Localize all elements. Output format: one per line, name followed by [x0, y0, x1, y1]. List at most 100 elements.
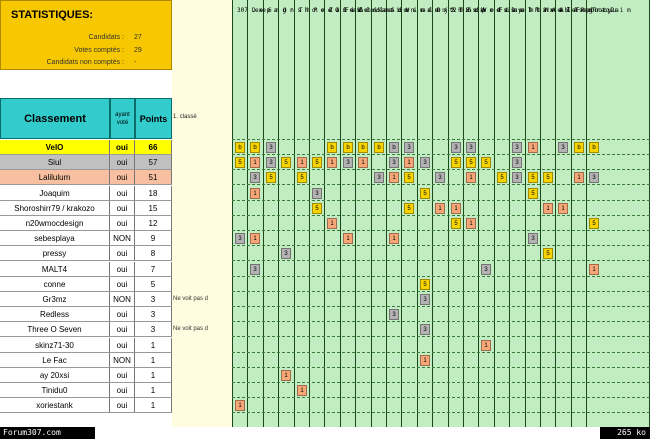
score-cell[interactable]: b	[574, 142, 584, 153]
score-cell[interactable]: 1	[466, 172, 476, 183]
score-cell[interactable]: 3	[266, 157, 276, 168]
player-column-header[interactable]: 6 n g r	[268, 7, 293, 15]
score-cell[interactable]: 1	[420, 355, 430, 366]
player-column-header[interactable]: J o q u i m	[591, 7, 631, 15]
player-column-header[interactable]: Z i l i r e d l u	[329, 7, 390, 15]
score-cell[interactable]: 3	[420, 324, 430, 335]
score-cell[interactable]: 5	[451, 218, 461, 229]
player-column-header[interactable]: h o n n e u r P e n t i	[530, 7, 613, 14]
player-column-header[interactable]: V e t t e	[483, 7, 516, 15]
score-cell[interactable]: 5	[543, 248, 553, 259]
score-cell[interactable]: 3	[512, 157, 522, 168]
player-column-header[interactable]: F a b l	[345, 7, 370, 15]
table-row[interactable]: skinz71-30 oui 1	[0, 338, 172, 353]
table-row[interactable]: Joaquim oui 18	[0, 186, 172, 201]
classement-header[interactable]: Classement	[0, 98, 110, 139]
score-cell[interactable]: 3	[250, 172, 260, 183]
score-cell[interactable]: 1	[250, 188, 260, 199]
voted-header[interactable]: ayant voté	[110, 98, 135, 139]
score-cell[interactable]: b	[327, 142, 337, 153]
player-column-header[interactable]: F a b	[576, 7, 594, 14]
score-cell[interactable]: 5	[543, 172, 553, 183]
score-cell[interactable]: 1	[589, 264, 599, 275]
score-cell[interactable]: 1	[574, 172, 584, 183]
score-cell[interactable]: 1	[404, 157, 414, 168]
score-cell[interactable]: 1	[297, 157, 307, 168]
score-cell[interactable]: 1	[389, 172, 399, 183]
score-cell[interactable]: 5	[297, 172, 307, 183]
score-cell[interactable]: 1	[358, 157, 368, 168]
player-column-header[interactable]: F i n a l M i x	[499, 7, 553, 15]
score-cell[interactable]: b	[589, 142, 599, 153]
score-cell[interactable]: 3	[589, 172, 599, 183]
player-column-header[interactable]: A l l e g r o 2	[560, 7, 614, 15]
score-cell[interactable]: b	[374, 142, 384, 153]
player-column-header[interactable]: M A L T e	[545, 7, 578, 15]
player-column-header[interactable]: D e p a	[252, 7, 277, 15]
score-cell[interactable]: 1	[250, 157, 260, 168]
score-cell[interactable]: 1	[327, 157, 337, 168]
score-cell[interactable]: 5	[481, 157, 491, 168]
table-row[interactable]: Le Fac NON 1	[0, 353, 172, 368]
score-cell[interactable]: 5	[420, 188, 430, 199]
score-cell[interactable]: 1	[281, 370, 291, 381]
score-cell[interactable]: 3	[389, 157, 399, 168]
player-column-header[interactable]: l n v a s i o n	[360, 7, 414, 15]
score-cell[interactable]: b	[235, 142, 245, 153]
score-cell[interactable]: 5	[528, 172, 538, 183]
score-cell[interactable]: 1	[543, 203, 553, 214]
table-row[interactable]: xoriestank oui 1	[0, 398, 172, 413]
score-cell[interactable]: 3	[404, 142, 414, 153]
score-cell[interactable]: 5	[589, 218, 599, 229]
score-cell[interactable]: 5	[312, 203, 322, 214]
score-cell[interactable]: 3	[420, 157, 430, 168]
score-cell[interactable]: 5	[235, 157, 245, 168]
score-cell[interactable]: 5	[404, 203, 414, 214]
player-column-header[interactable]: O n s h o	[283, 7, 316, 15]
score-cell[interactable]: 1	[343, 233, 353, 244]
table-row[interactable]: Three O Seven oui 3	[0, 322, 172, 337]
table-row[interactable]: ay 20xsi oui 1	[0, 368, 172, 383]
table-row[interactable]: Gr3mz NON 3	[0, 292, 172, 307]
score-cell[interactable]: 1	[327, 218, 337, 229]
score-cell[interactable]: 5	[266, 172, 276, 183]
table-row[interactable]: MALT4 oui 7	[0, 262, 172, 277]
score-cell[interactable]: 3	[374, 172, 384, 183]
player-column-header[interactable]: d a s d e	[376, 7, 409, 15]
score-cell[interactable]: 3	[512, 172, 522, 183]
score-cell[interactable]: 3	[451, 142, 461, 153]
score-cell[interactable]: 1	[389, 233, 399, 244]
score-cell[interactable]: 1	[558, 203, 568, 214]
score-cell[interactable]: 1	[466, 218, 476, 229]
player-column-header[interactable]: D j S T E v e	[437, 7, 484, 15]
score-cell[interactable]: 3	[235, 233, 245, 244]
table-row[interactable]: sebesplaya NON 9	[0, 231, 172, 246]
score-cell[interactable]: 3	[266, 142, 276, 153]
player-column-header[interactable]: R e d w i n e	[314, 7, 361, 15]
score-cell[interactable]: 5	[497, 172, 507, 183]
player-column-header[interactable]: s e b l a s e b e s p l a y a	[514, 7, 619, 15]
player-column-header[interactable]: S c h e d u l e	[468, 7, 522, 15]
score-cell[interactable]: b	[343, 142, 353, 153]
score-cell[interactable]: 1	[250, 233, 260, 244]
score-cell[interactable]: 3	[558, 142, 568, 153]
score-cell[interactable]: 1	[435, 203, 445, 214]
score-cell[interactable]: 3	[466, 142, 476, 153]
table-row[interactable]: Tinidu0 oui 1	[0, 383, 172, 398]
score-cell[interactable]: 3	[343, 157, 353, 168]
score-cell[interactable]: 5	[404, 172, 414, 183]
player-column-header[interactable]: T h r e e O n e S e v e n	[299, 7, 389, 15]
player-column-header[interactable]: S o u s m a r	[391, 7, 438, 15]
score-cell[interactable]: b	[389, 142, 399, 153]
table-row[interactable]: Redless oui 3	[0, 307, 172, 322]
score-cell[interactable]: 3	[481, 264, 491, 275]
score-cell[interactable]: 5	[420, 279, 430, 290]
score-cell[interactable]: 5	[312, 157, 322, 168]
score-cell[interactable]: b	[250, 142, 260, 153]
table-row[interactable]: conne oui 5	[0, 277, 172, 292]
score-cell[interactable]: 1	[451, 203, 461, 214]
table-row[interactable]: Siul oui 57	[0, 155, 172, 170]
player-column-header[interactable]: 2 0 n d p r e s s y	[453, 7, 522, 15]
points-header[interactable]: Points	[135, 98, 172, 139]
table-row[interactable]: Shoroshirr79 / krakozo oui 15	[0, 201, 172, 216]
